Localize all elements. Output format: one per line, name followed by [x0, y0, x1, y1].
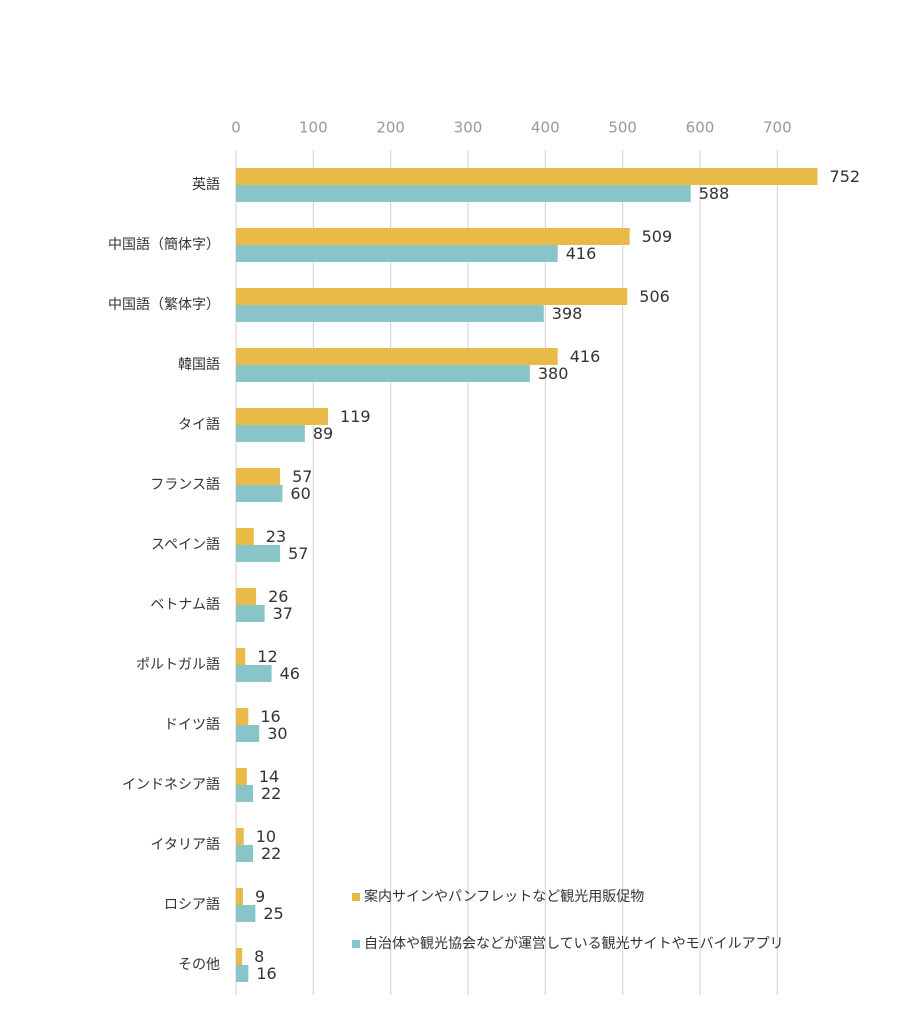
value-label: 119 — [340, 407, 371, 426]
legend-label: 案内サインやパンフレットなど観光用販促物 — [364, 888, 644, 905]
value-label: 380 — [538, 364, 569, 383]
value-label: 509 — [642, 227, 673, 246]
bar — [236, 905, 256, 922]
value-label: 57 — [292, 467, 312, 486]
legend-swatch — [352, 893, 360, 901]
bar — [236, 785, 254, 802]
y-tick-label: フランス語 — [150, 477, 220, 493]
legend-swatch — [352, 940, 360, 948]
bar — [236, 408, 329, 425]
bar — [236, 185, 691, 202]
y-tick-label: 韓国語 — [178, 357, 220, 373]
bar — [236, 768, 247, 785]
value-label: 37 — [273, 604, 293, 623]
bar — [236, 545, 281, 562]
value-label: 89 — [313, 424, 333, 443]
value-label: 588 — [699, 184, 730, 203]
bar — [236, 725, 260, 742]
value-label: 16 — [260, 707, 280, 726]
bar — [236, 288, 628, 305]
value-label: 22 — [261, 844, 281, 863]
value-label: 16 — [256, 964, 276, 983]
legend-label: 自治体や観光協会などが運営している観光サイトやモバイルアプリ — [364, 935, 784, 952]
value-label: 23 — [266, 527, 286, 546]
bar — [236, 485, 283, 502]
value-label: 46 — [280, 664, 300, 683]
y-tick-label: その他 — [178, 957, 220, 973]
value-label: 506 — [639, 287, 670, 306]
x-tick-label: 0 — [231, 119, 241, 137]
value-label: 14 — [259, 767, 279, 786]
bar — [236, 948, 243, 965]
y-tick-label: ベトナム語 — [150, 597, 220, 613]
bar — [236, 888, 243, 905]
bar — [236, 425, 305, 442]
x-tick-label: 200 — [376, 119, 405, 137]
x-tick-label: 700 — [763, 119, 792, 137]
x-tick-label: 600 — [686, 119, 715, 137]
y-tick-label: ドイツ語 — [164, 717, 220, 733]
y-tick-label: タイ語 — [178, 417, 220, 433]
value-label: 416 — [566, 244, 597, 263]
x-tick-label: 500 — [608, 119, 637, 137]
bar — [236, 965, 249, 982]
bar — [236, 605, 265, 622]
bar — [236, 828, 244, 845]
y-tick-label: 中国語（繁体字） — [108, 297, 220, 313]
y-tick-label: ポルトガル語 — [136, 657, 220, 673]
value-label: 398 — [552, 304, 583, 323]
bar — [236, 708, 249, 725]
bar — [236, 365, 530, 382]
value-label: 752 — [830, 167, 861, 186]
value-label: 12 — [257, 647, 277, 666]
bar — [236, 845, 254, 862]
x-tick-label: 400 — [531, 119, 560, 137]
bar — [236, 245, 558, 262]
y-tick-label: ロシア語 — [164, 897, 220, 913]
y-tick-label: 中国語（簡体字） — [108, 237, 220, 253]
bar — [236, 588, 257, 605]
bar — [236, 468, 281, 485]
value-label: 9 — [255, 887, 265, 906]
value-label: 57 — [288, 544, 308, 563]
value-label: 25 — [263, 904, 283, 923]
value-label: 8 — [254, 947, 264, 966]
value-label: 30 — [267, 724, 287, 743]
bar — [236, 528, 254, 545]
bar — [236, 305, 544, 322]
x-tick-label: 100 — [299, 119, 328, 137]
bar — [236, 168, 818, 185]
bar — [236, 648, 246, 665]
value-label: 416 — [570, 347, 601, 366]
value-label: 26 — [268, 587, 288, 606]
bar — [236, 665, 272, 682]
bar — [236, 228, 630, 245]
value-label: 22 — [261, 784, 281, 803]
value-label: 10 — [256, 827, 276, 846]
y-tick-label: スペイン語 — [151, 537, 220, 553]
y-tick-label: インドネシア語 — [122, 777, 220, 793]
x-tick-label: 300 — [454, 119, 483, 137]
y-tick-label: 英語 — [192, 176, 220, 193]
value-label: 60 — [290, 484, 310, 503]
bar — [236, 348, 558, 365]
y-tick-label: イタリア語 — [151, 837, 220, 853]
